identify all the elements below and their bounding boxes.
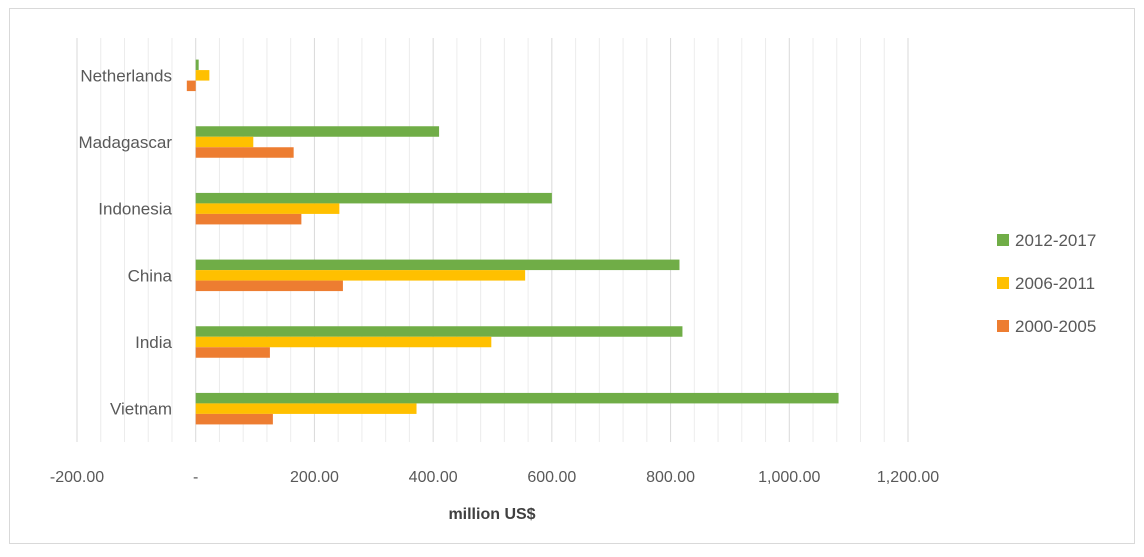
bar-vietnam-2000-2005 <box>195 413 273 425</box>
bar-indonesia-2006-2011 <box>195 203 340 214</box>
bar-madagascar-2000-2005 <box>195 147 294 158</box>
bar-indonesia-2000-2005 <box>195 213 302 225</box>
bar-vietnam-2006-2011 <box>195 403 417 414</box>
x-tick-label: 800.00 <box>646 469 695 486</box>
x-tick-label: 600.00 <box>527 469 576 486</box>
legend: 2012-2017 2006-2011 2000-2005 <box>997 231 1096 336</box>
bar-india-2000-2005 <box>195 347 270 358</box>
x-tick-label: 1,200.00 <box>877 469 939 486</box>
legend-swatch <box>997 277 1009 289</box>
bar-vietnam-2012-2017 <box>195 392 839 404</box>
legend-swatch <box>997 320 1009 332</box>
x-tick-label: 1,000.00 <box>758 469 820 486</box>
category-labels: Vietnam India China Indonesia Madagascar Neth… <box>78 66 172 418</box>
bar-china-2012-2017 <box>195 259 680 271</box>
category-label: Netherlands <box>80 66 172 85</box>
chart-frame <box>9 8 1135 544</box>
x-tick-label: -200.00 <box>50 469 104 486</box>
category-label: Indonesia <box>98 200 172 219</box>
bars <box>186 59 839 425</box>
bar-madagascar-2012-2017 <box>195 126 440 137</box>
bar-china-2006-2011 <box>195 270 526 281</box>
legend-label: 2006-2011 <box>1015 274 1095 293</box>
bar-netherlands-2000-2005 <box>186 80 196 92</box>
x-axis-title: million US$ <box>448 506 535 523</box>
bar-netherlands-2006-2011 <box>195 70 210 81</box>
category-label: Vietnam <box>110 400 172 419</box>
gridlines <box>76 38 909 442</box>
legend-label: 2000-2005 <box>1015 317 1096 336</box>
bar-india-2012-2017 <box>195 326 683 337</box>
bar-india-2006-2011 <box>195 336 492 348</box>
x-tick-label: 200.00 <box>290 469 339 486</box>
x-tick-label: 400.00 <box>409 469 458 486</box>
category-label: China <box>128 266 173 285</box>
bar-indonesia-2012-2017 <box>195 192 552 204</box>
bar-china-2000-2005 <box>195 280 343 292</box>
bar-madagascar-2006-2011 <box>195 136 254 148</box>
category-label: India <box>135 333 172 352</box>
category-label: Madagascar <box>78 133 172 152</box>
legend-label: 2012-2017 <box>1015 231 1096 250</box>
legend-swatch <box>997 234 1009 246</box>
x-tick-label: - <box>193 469 198 486</box>
bar-netherlands-2012-2017 <box>195 59 199 71</box>
x-tick-labels: -200.00-200.00 400.00 600.00 800.00 1,000.00… <box>50 469 939 486</box>
